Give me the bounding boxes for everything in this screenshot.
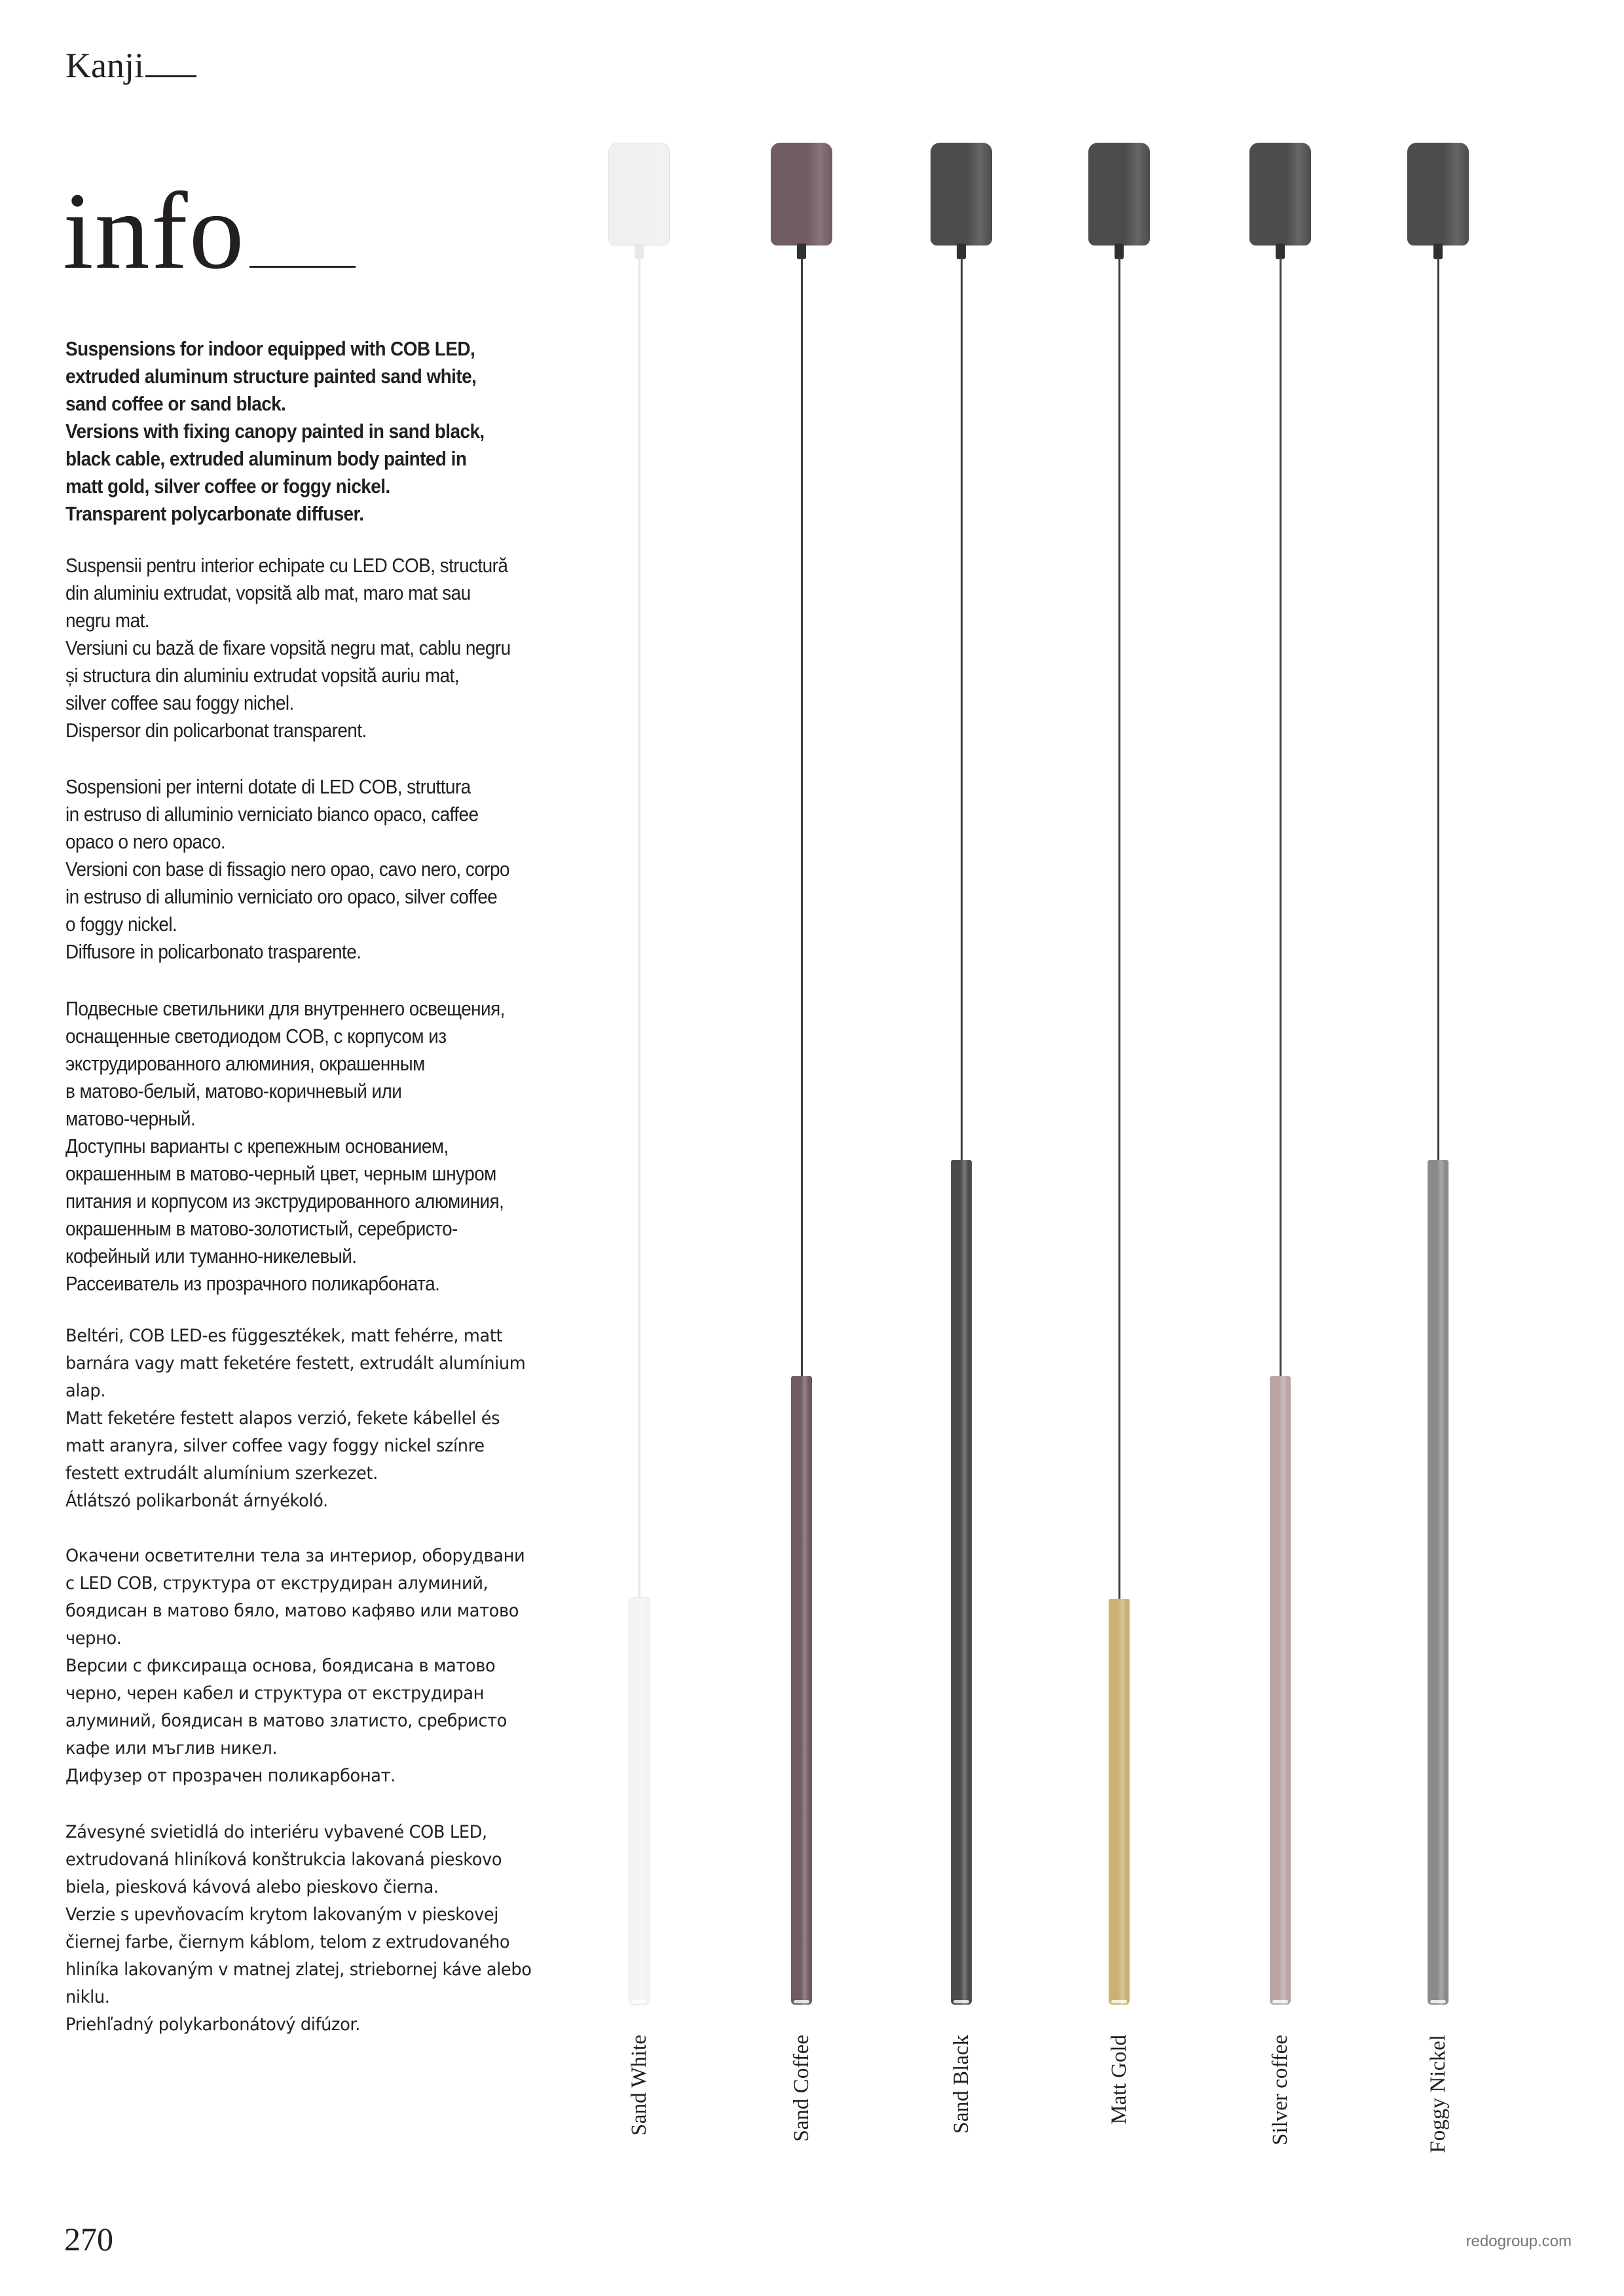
description-bg: Окачени осветителни тела за интериор, об… [65,1546,525,1786]
lamp-body-tube [1109,1599,1130,2005]
suspension-cable [961,257,963,1160]
ceiling-canopy [1088,143,1150,246]
variant-label: Foggy Nickel [1426,2035,1450,2153]
variant-label: Silver coffee [1268,2035,1292,2145]
description-ru: Подвесные светильники для внутреннего ос… [65,997,505,1295]
ceiling-canopy [608,143,670,246]
lamp-body-tube [629,1597,650,2005]
ceiling-canopy [771,143,832,246]
pendant-lamp: Silver coffee [1241,0,1320,2226]
suspension-cable [638,257,640,1597]
ceiling-canopy [1407,143,1469,246]
brand-name: Kanji [65,46,144,85]
variant-label: Sand Black [950,2035,973,2134]
cable-grip [1433,244,1443,259]
pendant-lamp: Sand White [600,0,678,2226]
description-hu: Beltéri, COB LED-es függesztékek, matt f… [65,1326,526,1511]
suspension-cable [1437,257,1439,1160]
variant-label: Sand Coffee [790,2035,813,2142]
description-sk: Závesyné svietidlá do interiéru vybavené… [65,1822,532,2035]
variant-label: Sand White [627,2035,651,2136]
description-ro: Suspensii pentru interior echipate cu LE… [65,554,511,742]
suspension-cable [1280,257,1282,1376]
ceiling-canopy [1249,143,1311,246]
pendant-lamp: Foggy Nickel [1399,0,1477,2226]
brand-underline [145,75,196,77]
suspension-cable [801,257,803,1376]
website-link[interactable]: redogroup.com [1466,2232,1572,2250]
pendant-lamp: Sand Coffee [762,0,841,2226]
cable-grip [797,244,806,259]
description-en: Suspensions for indoor equipped with COB… [65,337,485,525]
ceiling-canopy [931,143,992,246]
cable-grip [957,244,966,259]
lamp-body-tube [951,1160,972,2005]
cable-grip [635,244,644,259]
lamp-body-tube [1270,1376,1291,2005]
title-underline [249,266,356,268]
pendant-lamp: Sand Black [922,0,1001,2226]
brand-heading: Kanji [65,46,196,85]
page-title: info [63,175,356,287]
suspension-cable [1118,257,1120,1599]
lamp-body-tube [1428,1160,1449,2005]
page-title-text: info [63,170,246,292]
lamp-body-tube [791,1376,812,2005]
cable-grip [1115,244,1124,259]
pendant-lamp: Matt Gold [1080,0,1158,2226]
description-it: Sospensioni per interni dotate di LED CO… [65,775,510,963]
cable-grip [1276,244,1285,259]
page-number: 270 [64,2221,113,2257]
variant-label: Matt Gold [1107,2035,1131,2124]
